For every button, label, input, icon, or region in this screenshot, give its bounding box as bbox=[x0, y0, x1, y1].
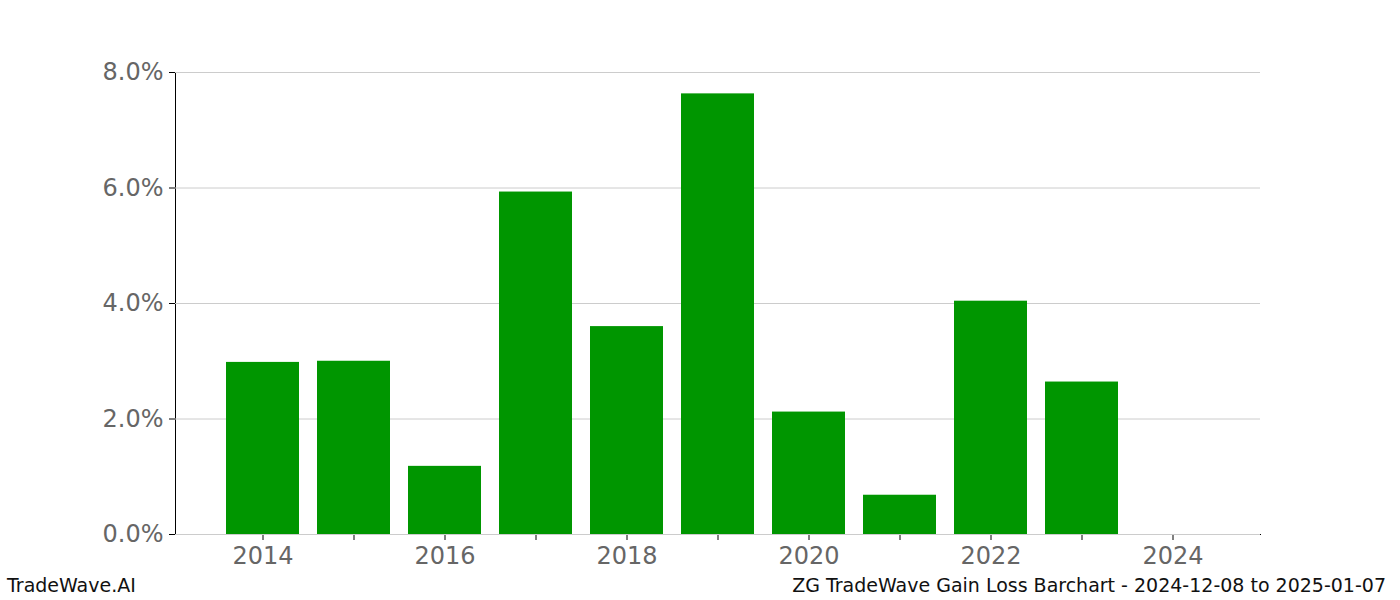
svg-text:2022: 2022 bbox=[960, 542, 1021, 570]
svg-text:2.0%: 2.0% bbox=[103, 405, 164, 433]
svg-text:4.0%: 4.0% bbox=[103, 289, 164, 317]
svg-text:2020: 2020 bbox=[778, 542, 839, 570]
html-text:TradeWave.AI: TradeWave.AI bbox=[7, 574, 136, 596]
svg-text:2016: 2016 bbox=[414, 542, 475, 570]
html-text:ZG TradeWave Gain Loss Barchar: ZG TradeWave Gain Loss Barchart - 2024-1… bbox=[792, 574, 1386, 596]
svg-text:0.0%: 0.0% bbox=[103, 520, 164, 548]
svg-text:6.0%: 6.0% bbox=[103, 174, 164, 202]
svg-text:2018: 2018 bbox=[596, 542, 657, 570]
svg-text:2024: 2024 bbox=[1142, 542, 1203, 570]
svg-text:8.0%: 8.0% bbox=[103, 58, 164, 86]
svg-text:2014: 2014 bbox=[232, 542, 293, 570]
